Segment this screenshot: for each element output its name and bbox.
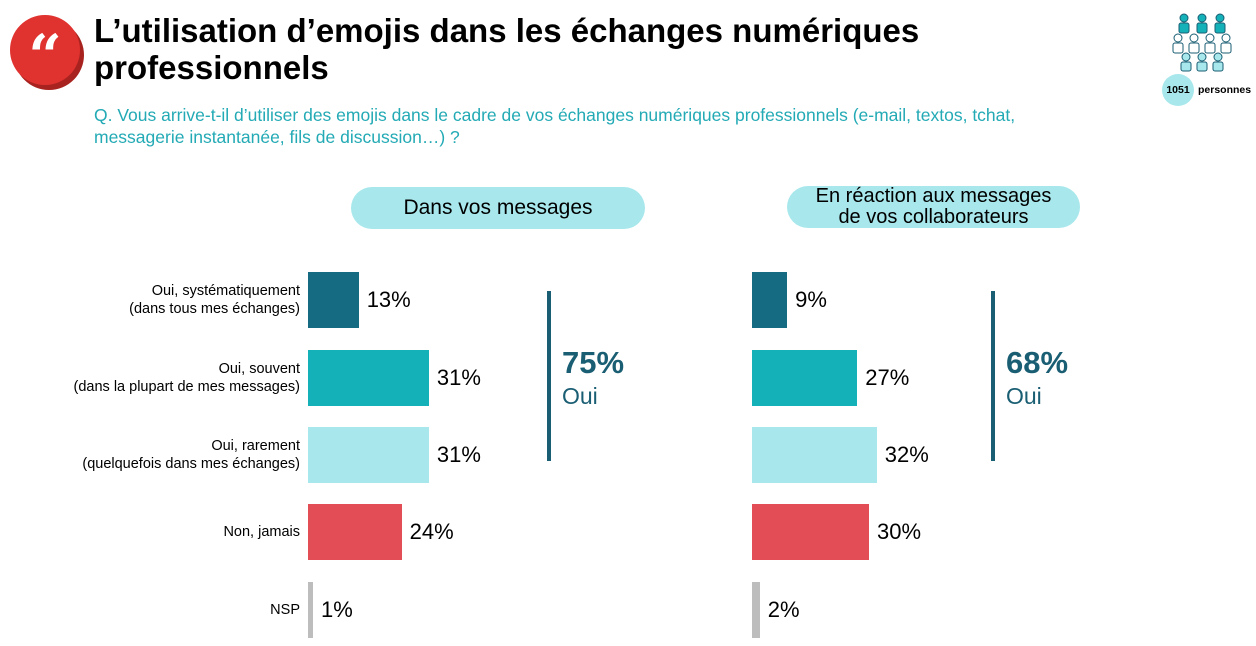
bar (308, 350, 429, 406)
category-label: Non, jamais (223, 524, 300, 540)
summary-percent: 75% (562, 345, 625, 380)
data-label: 31% (436, 365, 481, 390)
sample-size-badge: 1051 personnes (1160, 10, 1256, 106)
bar (752, 272, 788, 328)
quote-badge: “ (10, 15, 80, 90)
data-label: 13% (366, 287, 411, 312)
data-label: 1% (321, 597, 353, 622)
chart-left-title: Dans vos messages (351, 187, 645, 229)
chart-right-title-text: En réaction aux messages de vos collabor… (815, 185, 1052, 228)
bar (752, 504, 869, 560)
bar (308, 504, 402, 560)
data-label: 32% (884, 442, 929, 467)
bar (752, 582, 760, 638)
bar (308, 427, 429, 483)
bar (308, 272, 359, 328)
summary-percent: 68% (1006, 345, 1069, 380)
data-label: 27% (865, 365, 910, 390)
quote-icon: “ (28, 22, 62, 90)
summary-bracket (991, 291, 995, 461)
bar (308, 582, 313, 638)
data-label: 9% (795, 287, 827, 312)
data-label: 31% (436, 442, 481, 467)
summary-label: Oui (562, 383, 598, 409)
data-label: 2% (767, 597, 800, 622)
data-label: 24% (409, 519, 454, 544)
page-title: L’utilisation d’emojis dans les échanges… (94, 12, 920, 86)
survey-question: Q. Vous arrive-t-il d’utiliser des emoji… (94, 105, 1016, 147)
category-label: Oui, systématiquement (dans tous mes éch… (129, 283, 300, 317)
category-label: NSP (270, 602, 300, 618)
data-label: 30% (877, 519, 922, 544)
category-label: Oui, rarement (quelquefois dans mes écha… (82, 438, 300, 472)
people-group-icon (1172, 13, 1232, 72)
summary-label: Oui (1006, 383, 1042, 409)
chart-right-title: En réaction aux messages de vos collabor… (787, 186, 1080, 228)
summary-bracket (547, 291, 551, 461)
sample-size-value: 1051 (1162, 74, 1194, 106)
bar (752, 350, 858, 406)
sample-size-label: personnes (1198, 84, 1252, 96)
category-label: Oui, souvent (dans la plupart de mes mes… (73, 361, 300, 395)
bar (752, 427, 877, 483)
